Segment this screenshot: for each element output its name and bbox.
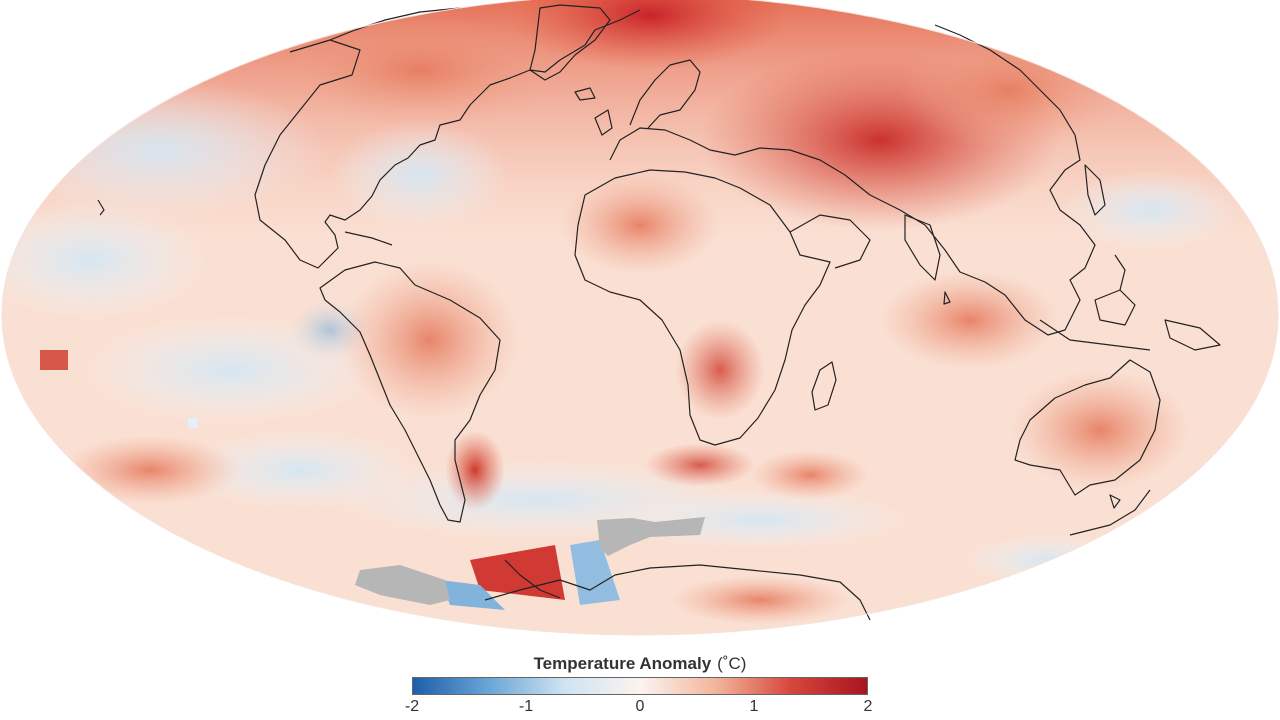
cool-region-southern-ocean-east [610,490,910,550]
colorbar-tick-label: 2 [863,698,873,715]
colorbar-tick-label: -2 [404,698,420,715]
coastline-india [904,214,941,281]
cool-region-antarctic [570,540,620,605]
warm-region-australia [1010,370,1190,490]
colorbar-tick-label: 0 [635,698,645,715]
coastline-philippines [1114,254,1126,291]
coastline-sumatra-java [1039,319,1151,351]
coastline-sri-lanka [943,291,951,305]
warm-region-east-antarctica [670,575,850,625]
coastline-new-guinea [1164,319,1221,351]
coastline-north-america [254,9,641,269]
cool-region-weddell-sea [440,580,505,610]
hot-region-arctic [510,0,790,70]
globe-outline [1,0,1279,636]
coastline-japan [1084,164,1106,216]
map-svg [1,0,1279,636]
coastline-scandinavia [629,59,701,129]
coastline-british-isles [594,109,613,136]
coastline-caribbean [344,231,393,246]
warm-region-east-siberia [900,30,1120,150]
coastline-madagascar [811,361,837,411]
hot-region-south-of-africa [645,443,755,487]
cool-region-west-pacific [2,200,210,320]
cool-pixel-pacific [188,418,198,428]
coastline-hawaii [97,199,105,216]
colorbar [412,677,868,695]
coastline-arabia [789,214,871,269]
coastline-antarctica [484,564,871,621]
coastline-iceland [574,87,596,101]
colorbar-tick-label: -1 [518,698,534,715]
hot-pixel-pacific [40,350,68,370]
coastline-antarctic-peninsula [504,559,561,599]
coastline-greenland [529,4,611,81]
temperature-anomaly-map [1,0,1279,636]
coastline-new-zealand [1069,489,1151,536]
coastline-africa [574,169,831,446]
coastline-south-america [319,261,501,523]
legend-title: Temperature Anomaly (˚C) [0,654,1280,674]
no-data-south-atlantic [597,517,705,556]
hot-region-south-atlantic [445,430,505,510]
coastline-eurasia [609,24,1096,336]
anomaly-field [2,0,1278,635]
no-data-west-antarctica [355,565,450,605]
warm-region-south-america [340,260,520,420]
coastline-tasmania [1109,494,1121,509]
legend-title-text: Temperature Anomaly [533,654,712,673]
hot-region-east-africa [675,320,765,420]
warm-region-sahara [560,175,720,275]
colorbar-legend: Temperature Anomaly (˚C) -2 -1 0 1 2 [0,648,1280,720]
warm-region-southeast-pacific [60,435,240,505]
warm-region-indian-ocean [880,270,1060,370]
coastline-australia [1014,359,1161,496]
coastlines [97,4,1221,621]
coastline-borneo [1094,289,1136,326]
colorbar-tick-label: 1 [749,698,759,715]
coastline-canada-north [329,7,461,41]
cool-region-north-atlantic [330,120,510,230]
legend-unit-text: (˚C) [717,654,747,673]
cool-region-northwest-pacific [1060,170,1240,250]
warm-region-canada [280,15,560,125]
warm-region-south-indian [750,450,870,500]
